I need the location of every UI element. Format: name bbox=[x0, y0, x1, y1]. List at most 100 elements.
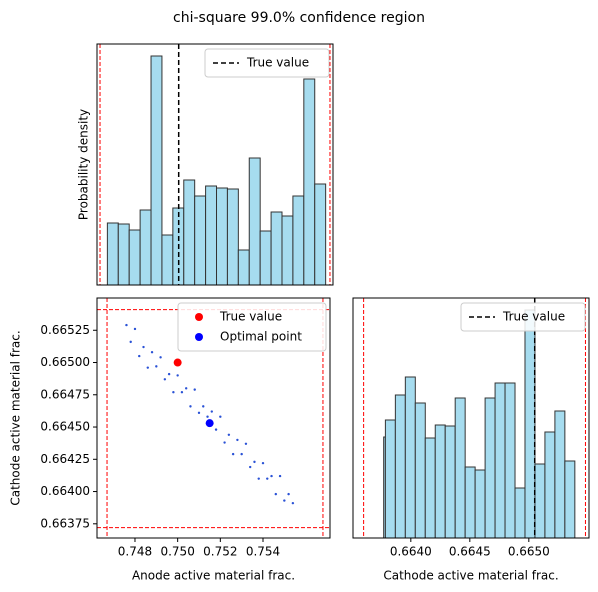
sample-point bbox=[223, 441, 226, 444]
sample-point bbox=[248, 465, 252, 469]
axes-frame bbox=[352, 297, 590, 539]
y-tick-label: 0.66375 bbox=[40, 516, 90, 530]
panel: 0.748 0.750 0.752 0.754 0.66375 0.66400 0.6642… bbox=[9, 297, 331, 583]
sample-point bbox=[261, 461, 265, 465]
bar bbox=[554, 410, 566, 539]
sample-point bbox=[193, 388, 196, 391]
sample-point bbox=[270, 474, 273, 478]
sample-point bbox=[287, 492, 290, 496]
sample-point bbox=[253, 460, 256, 464]
sample-point bbox=[172, 390, 175, 394]
bar bbox=[404, 376, 416, 539]
sample-point bbox=[167, 372, 171, 376]
sample-point bbox=[150, 350, 154, 354]
bar bbox=[424, 437, 436, 539]
bar bbox=[564, 460, 576, 539]
legend-label: True value bbox=[502, 310, 565, 324]
legend-dot bbox=[195, 313, 203, 321]
bar bbox=[534, 463, 546, 539]
bar bbox=[524, 309, 536, 539]
bar bbox=[444, 425, 456, 539]
bar bbox=[484, 397, 496, 539]
bar bbox=[394, 394, 406, 539]
x-tick-label: 0.6645 bbox=[449, 545, 491, 559]
bar bbox=[384, 419, 396, 539]
bar bbox=[248, 157, 261, 286]
bar bbox=[139, 209, 152, 286]
sample-point bbox=[184, 387, 188, 390]
legend-box bbox=[204, 48, 330, 78]
bar bbox=[281, 215, 294, 286]
sample-point bbox=[197, 411, 201, 415]
marker-point bbox=[173, 358, 182, 367]
legend-label: Optimal point bbox=[220, 330, 302, 344]
x-tick-label: 0.6650 bbox=[508, 545, 550, 559]
panel: Probability density True value bbox=[77, 43, 334, 286]
figure-title: chi-square 99.0% confidence region bbox=[173, 10, 425, 26]
bar bbox=[161, 234, 174, 286]
sample-point bbox=[244, 442, 248, 446]
sample-point bbox=[227, 433, 231, 436]
bar bbox=[494, 382, 506, 539]
bar bbox=[106, 222, 119, 286]
legend-box bbox=[177, 302, 327, 352]
x-tick-label: 0.748 bbox=[118, 545, 152, 559]
bar bbox=[454, 397, 466, 539]
y-tick-label: 0.66425 bbox=[40, 452, 90, 466]
sample-point bbox=[236, 438, 239, 442]
legend-label: True value bbox=[219, 310, 282, 324]
sample-point bbox=[210, 410, 213, 413]
bar bbox=[205, 185, 218, 286]
sample-point bbox=[146, 366, 149, 369]
sample-point bbox=[266, 477, 269, 480]
sample-point bbox=[176, 374, 179, 377]
x-axis-label: Cathode active material frac. bbox=[383, 569, 558, 583]
bar bbox=[292, 195, 305, 286]
bar bbox=[414, 402, 426, 539]
y-tick-label: 0.66450 bbox=[40, 420, 90, 434]
bar bbox=[504, 382, 516, 539]
sample-point bbox=[142, 345, 145, 349]
x-tick-label: 0.6640 bbox=[390, 545, 432, 559]
marker-point bbox=[205, 419, 214, 428]
x-tick-label: 0.750 bbox=[160, 545, 194, 559]
axes-frame bbox=[96, 297, 331, 539]
x-axis-label: Anode active material frac. bbox=[132, 569, 295, 583]
bar bbox=[434, 424, 446, 539]
bar bbox=[237, 249, 250, 286]
sample-point bbox=[180, 390, 184, 394]
sample-point bbox=[163, 378, 167, 381]
y-tick-label: 0.66525 bbox=[40, 323, 90, 337]
sample-point bbox=[283, 499, 286, 502]
sample-point bbox=[274, 492, 278, 496]
x-tick-label: 0.754 bbox=[246, 545, 280, 559]
sample-point bbox=[219, 415, 222, 418]
bar bbox=[464, 466, 476, 539]
bar bbox=[226, 188, 239, 286]
bar bbox=[128, 229, 141, 286]
bar bbox=[474, 469, 486, 539]
axes-frame bbox=[96, 43, 334, 286]
sample-point bbox=[189, 405, 192, 408]
bar bbox=[303, 78, 316, 286]
sample-point bbox=[206, 415, 209, 418]
sample-point bbox=[159, 356, 162, 359]
sample-point bbox=[240, 452, 243, 456]
bar bbox=[117, 223, 130, 286]
x-tick-label: 0.752 bbox=[203, 545, 237, 559]
bar bbox=[183, 179, 196, 286]
sample-point bbox=[231, 452, 235, 456]
sample-point bbox=[125, 323, 128, 327]
y-axis-label: Cathode active material frac. bbox=[9, 330, 23, 505]
sample-point bbox=[214, 428, 218, 431]
bar bbox=[544, 431, 556, 539]
legend-box bbox=[460, 302, 586, 332]
bar bbox=[514, 487, 526, 539]
sample-point bbox=[133, 327, 137, 331]
sample-point bbox=[155, 365, 158, 368]
bar bbox=[216, 187, 228, 286]
sample-point bbox=[129, 340, 132, 344]
bar bbox=[270, 211, 283, 286]
legend-dot bbox=[195, 333, 203, 341]
